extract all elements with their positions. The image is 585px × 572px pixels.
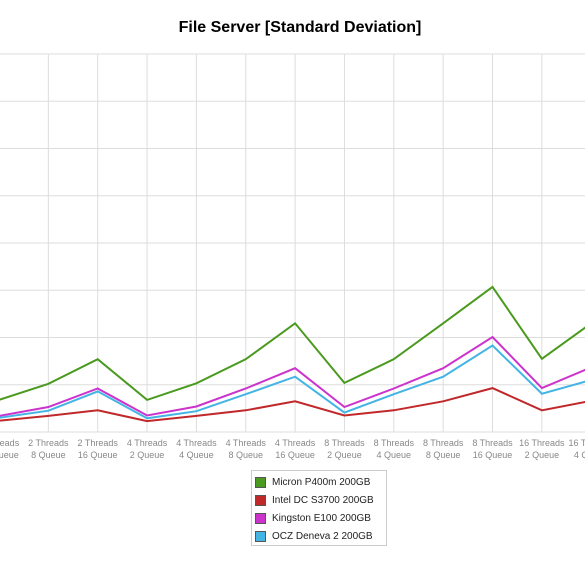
legend-item: Intel DC S3700 200GB [255,491,386,509]
series-line-3 [0,344,585,420]
x-tick-label: 8 Threads 8 Queue [423,438,464,460]
series-layer [0,285,585,423]
legend-item: Micron P400m 200GB [255,473,386,491]
legend-label: Intel DC S3700 200GB [272,494,374,506]
x-tick-label: 8 Threads 4 Queue [374,438,415,460]
series-line-1 [0,387,585,423]
series-line-0 [0,285,585,402]
chart-title: File Server [Standard Deviation] [178,19,422,36]
legend-swatch [255,530,266,542]
legend: Micron P400m 200GB Intel DC S3700 200GB Ki… [251,470,387,546]
legend-item: OCZ Deneva 2 200GB [255,527,386,545]
x-tick-label: 8 Threads 16 Queue [472,438,513,460]
legend-label: Micron P400m 200GB [272,476,371,488]
x-tick-label: 4 Threads 2 Queue [127,438,168,460]
legend-label: OCZ Deneva 2 200GB [272,530,373,542]
x-tick-label: 2 Threads 8 Queue [28,438,69,460]
series-line-2 [0,335,585,417]
legend-swatch [255,476,266,488]
x-tick-label: 4 Threads 4 Queue [176,438,217,460]
legend-label: Kingston E100 200GB [272,512,371,524]
grid [0,53,585,433]
x-tick-label: 8 Threads 2 Queue [324,438,365,460]
legend-item: Kingston E100 200GB [255,509,386,527]
legend-swatch [255,512,266,524]
x-tick-label: 2 Threads 16 Queue [78,438,119,460]
x-tick-label: 16 Threads 2 Queue [519,438,565,460]
x-tick-label: 4 Threads 8 Queue [226,438,267,460]
x-tick-label: 4 Threads 16 Queue [275,438,316,460]
legend-swatch [255,494,266,506]
